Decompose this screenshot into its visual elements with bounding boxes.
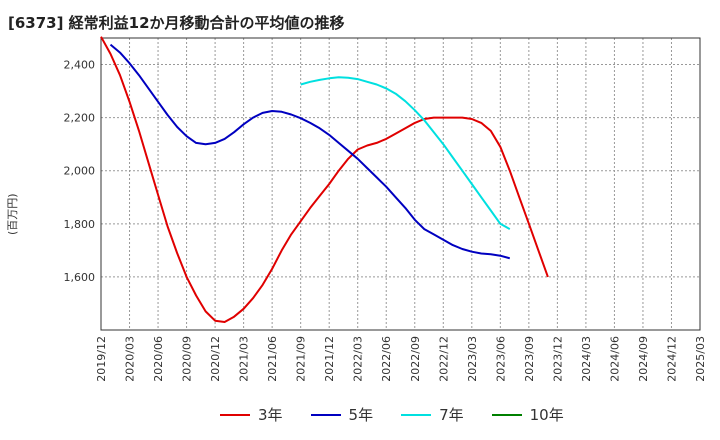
y-tick-label: 1,600	[64, 271, 96, 284]
series-line-5年	[109, 43, 511, 260]
x-tick-label: 2020/12	[209, 336, 222, 382]
legend-item: 10年	[491, 404, 564, 425]
x-tick-label: 2023/03	[466, 336, 479, 382]
x-tick-label: 2022/09	[409, 336, 422, 382]
legend-swatch	[220, 413, 250, 416]
legend-swatch	[491, 413, 522, 416]
x-tick-label: 2020/03	[124, 336, 137, 382]
y-tick-label: 2,000	[64, 165, 96, 178]
y-tick-label: 2,400	[64, 59, 96, 72]
x-tick-label: 2023/06	[494, 336, 507, 382]
x-tick-label: 2020/06	[152, 336, 165, 382]
x-tick-label: 2024/03	[580, 336, 593, 382]
x-tick-label: 2022/12	[437, 336, 450, 382]
x-tick-label: 2024/12	[665, 336, 678, 382]
chart-title: [6373] 経常利益12か月移動合計の平均値の推移	[8, 14, 345, 32]
x-tick-label: 2024/06	[608, 336, 621, 382]
x-tick-label: 2021/06	[266, 336, 279, 382]
x-tick-label: 2024/09	[637, 336, 650, 382]
series-line-3年	[100, 36, 549, 323]
legend-swatch	[401, 413, 432, 416]
legend-label: 7年	[439, 406, 464, 424]
x-tick-label: 2021/12	[323, 336, 336, 382]
y-tick-label: 2,200	[64, 112, 96, 125]
x-tick-label: 2021/03	[238, 336, 251, 382]
x-tick-label: 2023/09	[523, 336, 536, 382]
x-tick-label: 2023/12	[551, 336, 564, 382]
legend-item: 7年	[401, 404, 464, 425]
series-line-7年	[300, 76, 511, 230]
legend-label: 3年	[258, 406, 283, 424]
x-tick-label: 2022/03	[352, 336, 365, 382]
x-tick-label: 2025/03	[694, 336, 707, 382]
y-tick-label: 1,800	[64, 218, 96, 231]
legend-item: 3年	[220, 404, 283, 425]
x-tick-label: 2022/06	[380, 336, 393, 382]
x-tick-label: 2019/12	[95, 336, 108, 382]
plot-frame	[100, 37, 701, 331]
legend: 3年 5年 7年 10年	[220, 404, 564, 425]
x-tick-label: 2020/09	[181, 336, 194, 382]
x-tick-label: 2021/09	[295, 336, 308, 382]
legend-label: 10年	[529, 406, 564, 424]
legend-item: 5年	[310, 404, 374, 425]
legend-label: 5年	[348, 406, 374, 424]
legend-swatch	[310, 413, 341, 416]
